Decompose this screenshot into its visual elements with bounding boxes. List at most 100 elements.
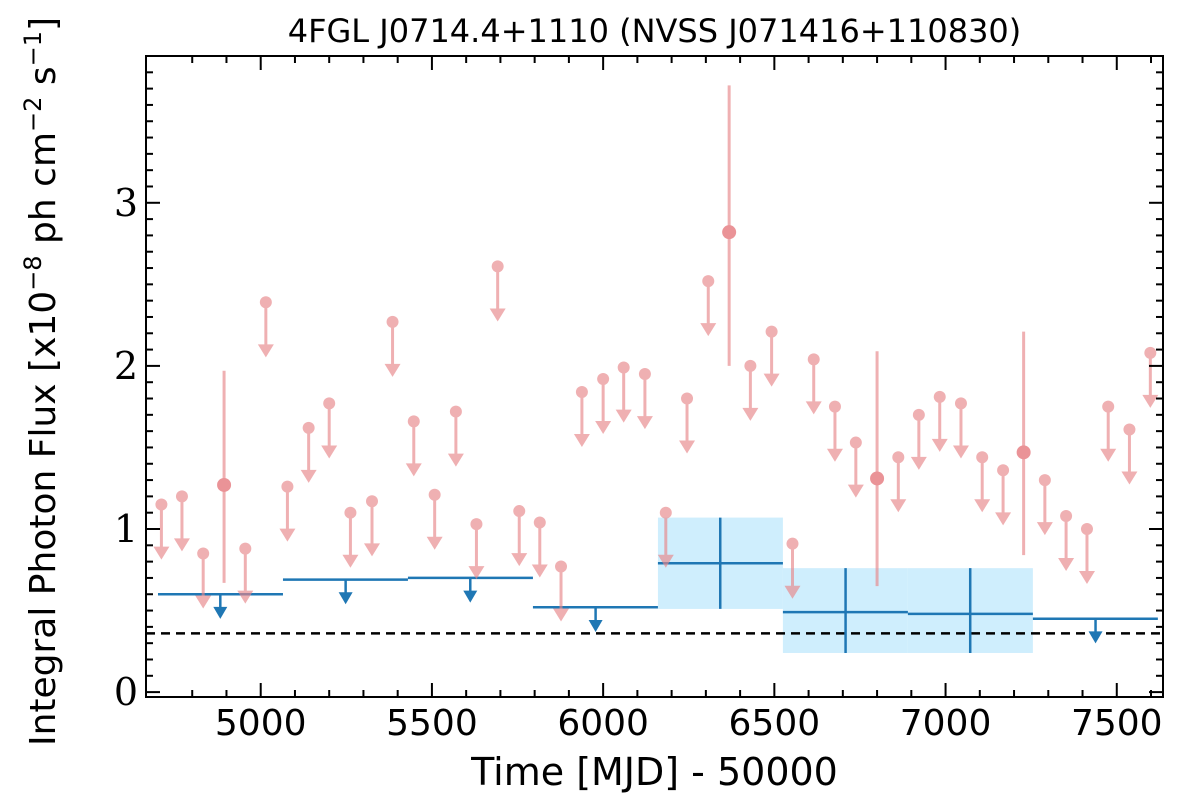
fine-upper-limit-point — [1060, 509, 1073, 522]
fine-upper-limit — [763, 325, 780, 387]
y-axis-label-main: Integral Photon Flux [x10 — [23, 291, 64, 746]
fine-detection — [217, 370, 232, 583]
fine-upper-limit-point — [344, 506, 357, 519]
fine-upper-limit-point — [997, 464, 1010, 477]
y-axis-label-exp1: −8 — [19, 255, 47, 290]
fine-upper-limit — [679, 392, 696, 454]
fine-upper-limit — [657, 506, 674, 568]
fine-upper-limit-arrowhead — [173, 538, 190, 552]
fine-upper-limit-arrowhead — [531, 564, 548, 578]
coarse-upper-limit — [407, 576, 533, 603]
fine-upper-limit-point — [470, 518, 483, 531]
fine-upper-limit-arrowhead — [426, 536, 443, 550]
fine-upper-limit-arrowhead — [657, 554, 674, 568]
fine-upper-limit — [364, 495, 380, 557]
fine-upper-limit-point — [197, 547, 210, 560]
fine-upper-limit — [1058, 509, 1075, 571]
fine-upper-limit-point — [407, 415, 420, 428]
fine-upper-limit-point — [702, 275, 715, 288]
fine-upper-limit — [257, 296, 274, 358]
fine-upper-limit-arrowhead — [636, 416, 653, 430]
fine-upper-limit-point — [1144, 346, 1157, 359]
fine-upper-limit — [1078, 523, 1095, 585]
fine-upper-limit — [511, 505, 528, 567]
fine-upper-limit-point — [239, 542, 252, 555]
x-tick-label: 5000 — [215, 703, 307, 744]
y-axis-label: Integral Photon Flux [x10−8 ph cm−2 s−1] — [19, 17, 64, 746]
y-axis-label-exp3: −1 — [19, 31, 47, 66]
coarse-upper-limit-arrowhead — [1088, 631, 1103, 644]
fine-upper-limit-arrowhead — [1121, 471, 1138, 485]
fine-upper-limit-arrowhead — [890, 499, 907, 513]
fine-upper-limit-point — [533, 516, 546, 529]
fine-upper-limit — [573, 385, 590, 448]
fine-upper-limit-point — [323, 397, 336, 410]
fine-upper-limit-point — [386, 315, 399, 328]
fine-upper-limit-point — [638, 368, 651, 381]
fine-upper-limit-arrowhead — [995, 512, 1012, 526]
fine-upper-limit-arrowhead — [1100, 448, 1117, 462]
fine-upper-limit-point — [1080, 523, 1093, 536]
coarse-upper-limit — [282, 578, 408, 605]
fine-upper-limit-point — [912, 408, 925, 421]
y-axis-label-mid2: s — [23, 66, 64, 96]
fine-upper-limit — [910, 408, 927, 470]
fine-upper-limit — [826, 400, 843, 462]
x-tick-label: 6000 — [557, 703, 649, 744]
fine-upper-limit-arrowhead — [553, 608, 570, 622]
fine-upper-limit-point — [1038, 474, 1051, 487]
coarse-bins — [157, 517, 1158, 653]
y-axis-label-end: ] — [23, 17, 64, 31]
fine-upper-limit-arrowhead — [826, 448, 843, 462]
fine-upper-limit-arrowhead — [1058, 557, 1075, 571]
y-tick-label: 2 — [114, 344, 138, 388]
fine-upper-limit-point — [155, 498, 168, 511]
fine-upper-limit-arrowhead — [511, 553, 528, 567]
fine-upper-limit-point — [933, 390, 946, 403]
fine-upper-limit-point — [575, 385, 588, 398]
fine-detection-point — [1016, 445, 1031, 460]
fine-upper-limit — [615, 361, 632, 423]
fine-upper-limit-point — [1123, 423, 1136, 436]
fine-upper-limit-arrowhead — [615, 409, 632, 423]
fine-upper-limit-point — [513, 505, 526, 518]
fine-upper-limit-arrowhead — [700, 323, 717, 337]
fine-upper-limit-arrowhead — [447, 453, 464, 467]
fine-upper-limit — [531, 516, 548, 578]
fine-upper-limit-arrowhead — [805, 401, 822, 415]
fine-upper-limit-point — [366, 495, 378, 508]
fine-upper-limit-arrowhead — [847, 484, 864, 498]
x-tick-label: 5500 — [386, 703, 478, 744]
fine-upper-limit-point — [892, 451, 905, 464]
chart-title: 4FGL J0714.4+1110 (NVSS J071416+110830) — [288, 12, 1022, 50]
fine-upper-limit — [995, 464, 1012, 526]
fine-upper-limit-arrowhead — [257, 344, 274, 358]
fine-upper-limit-point — [449, 405, 462, 418]
fine-upper-limit — [1100, 400, 1117, 462]
x-tick-label: 7500 — [1071, 703, 1163, 744]
fine-upper-limit-arrowhead — [321, 445, 338, 459]
fine-upper-limit-point — [828, 400, 841, 413]
y-tick-label: 1 — [114, 507, 138, 551]
fine-bin-markers — [153, 85, 1159, 622]
coarse-upper-limit-arrowhead — [463, 590, 478, 603]
fine-upper-limit-arrowhead — [910, 456, 927, 470]
fine-upper-limit — [195, 547, 212, 609]
fine-upper-limit-arrowhead — [405, 463, 422, 477]
fine-upper-limit-arrowhead — [300, 469, 317, 483]
fine-upper-limit — [742, 359, 759, 421]
fine-upper-limit-arrowhead — [595, 420, 612, 434]
fine-upper-limit-arrowhead — [468, 566, 485, 580]
fine-upper-limit — [805, 353, 822, 415]
y-axis-label-mid: ph cm — [23, 132, 64, 255]
fine-detection — [1016, 331, 1031, 556]
coarse-upper-limit-arrowhead — [338, 592, 353, 605]
fine-upper-limit-arrowhead — [679, 440, 696, 454]
fine-upper-limit-arrowhead — [952, 445, 969, 459]
fine-upper-limit-arrowhead — [1078, 571, 1095, 585]
fine-upper-limit — [553, 560, 570, 622]
fine-upper-limit-point — [954, 397, 967, 410]
fine-upper-limit — [153, 498, 170, 560]
coarse-upper-limit — [157, 592, 283, 619]
